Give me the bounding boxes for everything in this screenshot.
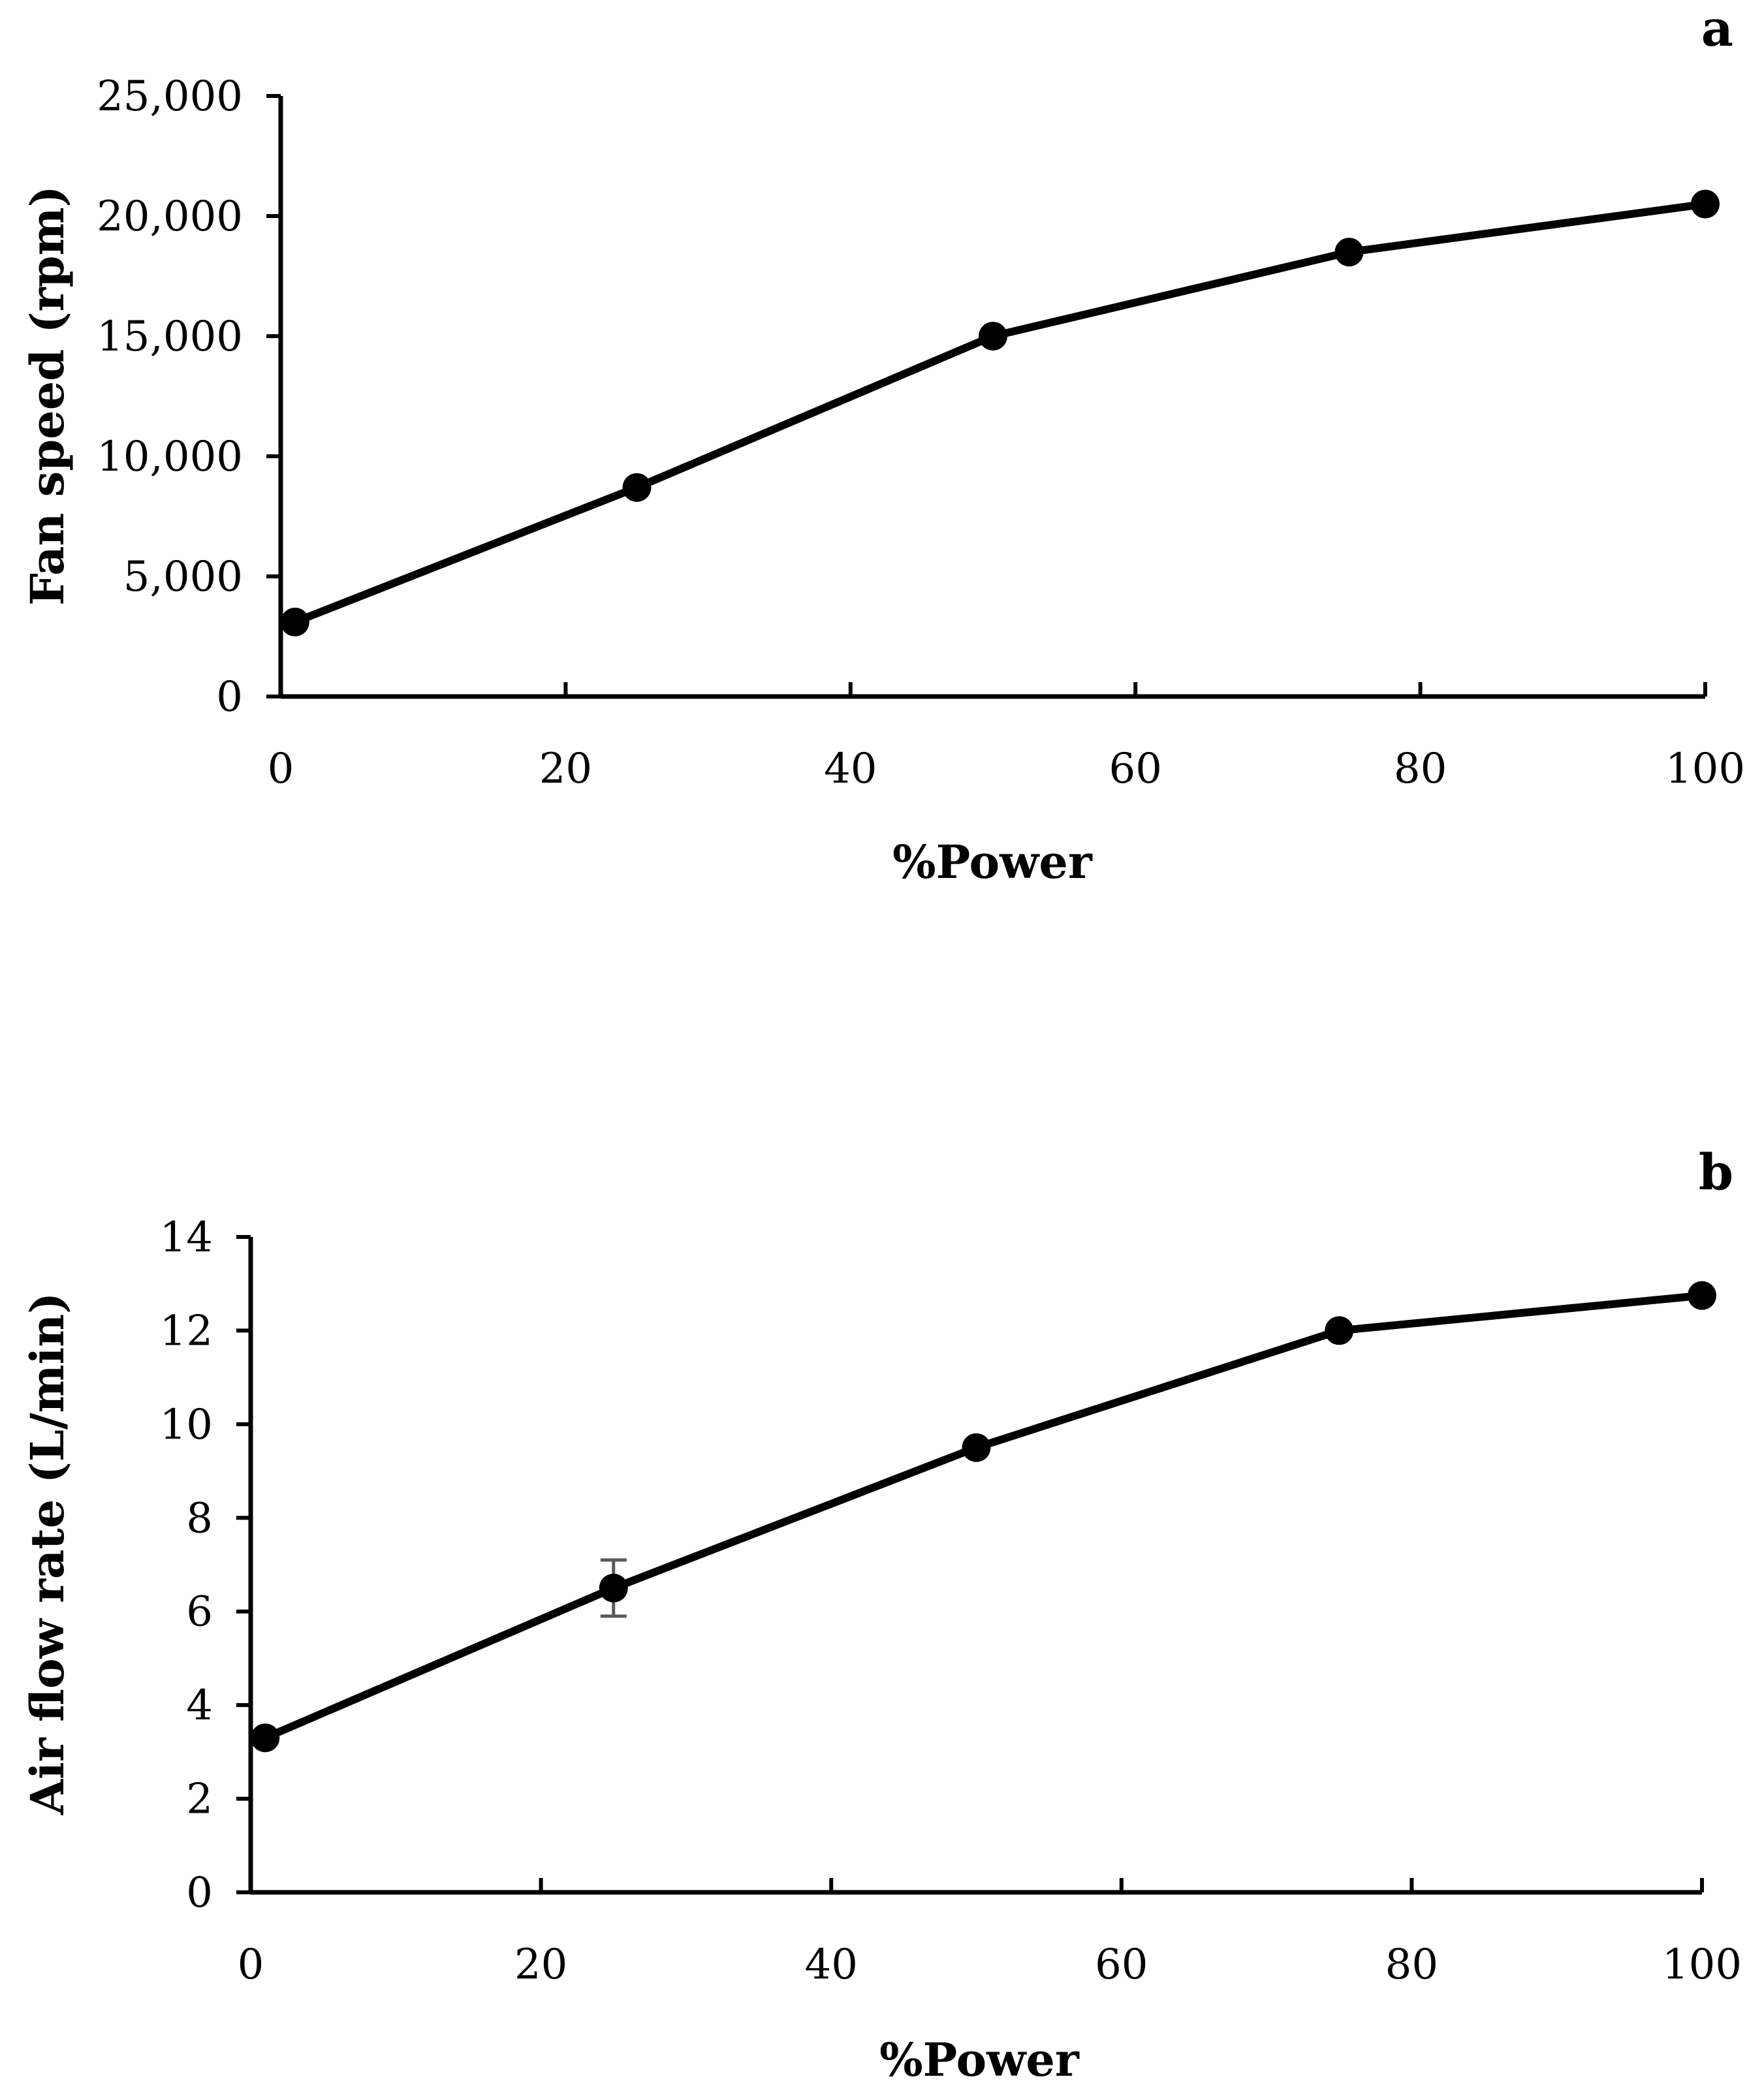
x-axis-title-b: %Power <box>879 2033 1080 2087</box>
y-tick-label-a: 25,000 <box>97 72 243 121</box>
data-point-b <box>1688 1281 1716 1310</box>
data-point-a <box>1691 189 1720 219</box>
y-axis-title-b: Air flow rate (L/min) <box>20 1292 74 1815</box>
chart-panel-a: a Fan speed (rpm) %Power 0 20 40 60 80 100 0 5,… <box>20 0 1745 889</box>
panel-label-b: b <box>1699 1143 1733 1201</box>
x-tick-label-a: 40 <box>824 745 877 793</box>
y-tick-label-a: 0 <box>216 673 243 721</box>
data-point-b <box>962 1433 991 1462</box>
data-point-a <box>1334 238 1364 267</box>
y-tick-label-a: 10,000 <box>97 433 243 481</box>
y-tick-label-a: 5,000 <box>123 553 243 601</box>
data-point-b <box>251 1723 280 1753</box>
x-tick-label-b: 80 <box>1385 1941 1438 1989</box>
data-point-a <box>979 322 1007 351</box>
x-tick-label-b: 0 <box>238 1941 264 1989</box>
panel-label-a: a <box>1701 0 1733 57</box>
y-tick-label-a: 20,000 <box>97 193 243 241</box>
y-tick-label-b: 4 <box>186 1681 213 1730</box>
y-tick-label-b: 12 <box>160 1307 213 1355</box>
x-tick-label-b: 60 <box>1095 1941 1148 1989</box>
y-tick-label-b: 10 <box>160 1401 213 1449</box>
x-axis-title-a: %Power <box>892 835 1093 889</box>
y-tick-label-a: 15,000 <box>97 313 243 361</box>
x-tick-label-b: 20 <box>514 1941 567 1989</box>
x-tick-label-a: 20 <box>539 745 592 793</box>
x-tick-label-a: 0 <box>268 745 294 793</box>
x-tick-label-a: 100 <box>1665 745 1745 793</box>
y-tick-label-b: 0 <box>186 1869 213 1917</box>
x-tick-label-a: 80 <box>1394 745 1447 793</box>
data-point-b <box>1325 1316 1354 1345</box>
x-tick-label-b: 40 <box>804 1941 857 1989</box>
y-tick-label-b: 2 <box>186 1775 213 1824</box>
y-axis-title-a: Fan speed (rpm) <box>20 185 74 605</box>
y-tick-label-b: 14 <box>160 1213 213 1262</box>
data-point-a <box>622 473 652 502</box>
data-point-b <box>599 1573 628 1603</box>
data-point-a <box>280 607 309 636</box>
y-tick-label-b: 6 <box>186 1588 213 1636</box>
y-tick-label-b: 8 <box>186 1494 213 1542</box>
x-tick-label-b: 100 <box>1662 1941 1742 1989</box>
chart-panel-b: b Air flow rate (L/min) %Power 0 20 40 60 80… <box>20 1143 1742 2087</box>
x-tick-label-a: 60 <box>1109 745 1161 793</box>
